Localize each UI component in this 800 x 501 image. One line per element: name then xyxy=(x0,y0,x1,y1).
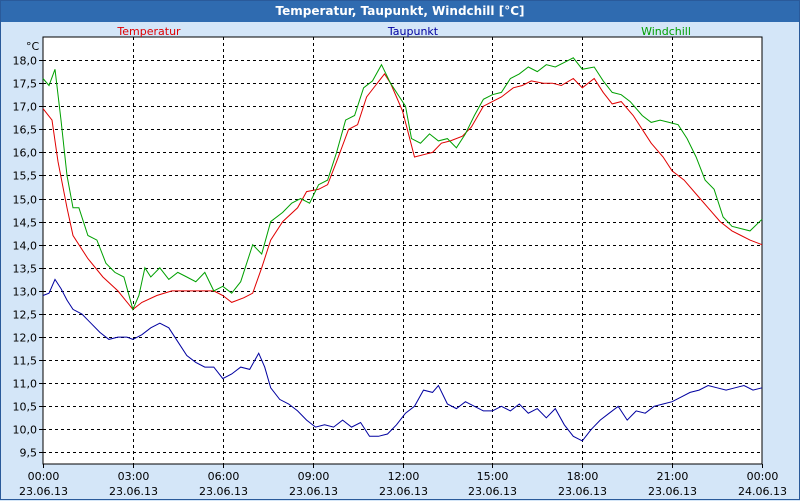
y-axis-unit: °C xyxy=(26,40,40,53)
y-tick-label: 18,0 xyxy=(13,55,38,68)
x-tick-time: 09:00 xyxy=(298,470,330,483)
x-tick-date: 24.06.13 xyxy=(738,485,787,498)
x-tick-date: 23.06.13 xyxy=(289,485,338,498)
y-tick-label: 14,5 xyxy=(13,217,38,230)
y-tick-label: 11,5 xyxy=(13,355,38,368)
x-tick-time: 03:00 xyxy=(118,470,150,483)
y-tick-label: 15,0 xyxy=(13,194,38,207)
x-tick-date: 23.06.13 xyxy=(19,485,68,498)
y-tick-label: 10,0 xyxy=(13,424,38,437)
legend-windchill: Windchill xyxy=(641,25,691,38)
y-tick-label: 17,5 xyxy=(13,78,38,91)
x-tick-time: 00:00 xyxy=(747,470,779,483)
y-tick-label: 16,5 xyxy=(13,124,38,137)
x-tick-date: 23.06.13 xyxy=(468,485,517,498)
x-tick-date: 23.06.13 xyxy=(109,485,158,498)
series-line-taupunkt xyxy=(42,278,763,442)
x-tick-time: 21:00 xyxy=(657,470,689,483)
y-tick-label: 13,5 xyxy=(13,263,38,276)
y-tick-label: 17,0 xyxy=(13,101,38,114)
y-tick-label: 10,5 xyxy=(13,401,38,414)
x-tick-time: 00:00 xyxy=(28,470,60,483)
y-tick-label: 12,0 xyxy=(13,332,38,345)
y-tick-label: 16,0 xyxy=(13,147,38,160)
y-tick-label: 15,5 xyxy=(13,170,38,183)
y-tick-label: 13,0 xyxy=(13,286,38,299)
y-tick-label: 12,5 xyxy=(13,309,38,322)
x-tick-date: 23.06.13 xyxy=(199,485,248,498)
series-line-windchill xyxy=(42,57,763,311)
x-tick-time: 12:00 xyxy=(388,470,420,483)
x-tick-time: 15:00 xyxy=(477,470,509,483)
plot-area xyxy=(42,36,763,465)
x-tick-date: 23.06.13 xyxy=(379,485,428,498)
legend-temperatur: Temperatur xyxy=(116,25,181,38)
x-tick-time: 06:00 xyxy=(208,470,240,483)
y-tick-label: 11,0 xyxy=(13,378,38,391)
chart-title: Temperatur, Taupunkt, Windchill [°C] xyxy=(1,1,799,22)
x-tick-date: 23.06.13 xyxy=(558,485,607,498)
x-tick-date: 23.06.13 xyxy=(648,485,697,498)
series-line-temperatur xyxy=(42,73,763,311)
y-tick-label: 14,0 xyxy=(13,240,38,253)
legend-taupunkt: Taupunkt xyxy=(387,25,439,38)
y-tick-label: 9,5 xyxy=(20,447,38,460)
x-tick-time: 18:00 xyxy=(567,470,599,483)
